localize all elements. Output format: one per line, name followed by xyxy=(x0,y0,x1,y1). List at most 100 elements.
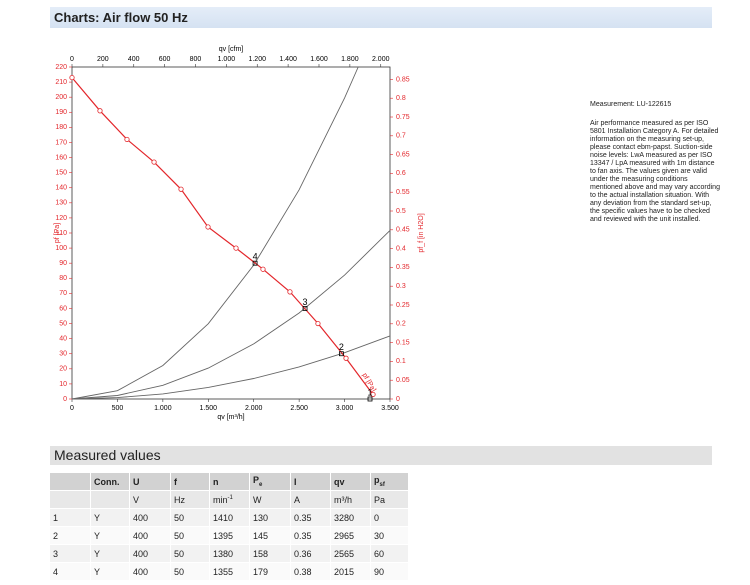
operating-point-label: 4 xyxy=(253,252,258,262)
table-cell xyxy=(90,490,130,509)
y-tick-label: 220 xyxy=(55,64,67,71)
y-tick-label: 190 xyxy=(55,109,67,116)
table-cell: 0.36 xyxy=(290,544,331,563)
y2-tick-label: 0.35 xyxy=(396,264,410,271)
table-cell: 2965 xyxy=(330,526,371,545)
table-cell: n xyxy=(209,473,250,491)
table-cell: 0.35 xyxy=(290,508,331,527)
measurement-id: Measurement: LU-122615 xyxy=(590,101,672,108)
curve xyxy=(71,77,374,395)
x-axis-label: qv [m³/h] xyxy=(217,414,244,421)
table-cell: 158 xyxy=(249,544,291,563)
table-cell: Pe xyxy=(249,473,291,491)
table-cell: Y xyxy=(90,526,130,545)
system-curve xyxy=(71,335,391,400)
table-cell: 1 xyxy=(50,508,91,527)
table-cell: 2015 xyxy=(330,562,371,581)
y-tick-label: 30 xyxy=(59,351,67,358)
table-cell: 0 xyxy=(370,508,409,527)
table-cell: f xyxy=(170,473,210,491)
y-tick-label: 70 xyxy=(59,290,67,297)
y2-tick-label: 0.8 xyxy=(396,95,406,102)
curve-marker xyxy=(370,391,376,398)
system-curve xyxy=(71,230,391,400)
x2-tick-label: 200 xyxy=(97,56,109,63)
y2-tick-label: 0.75 xyxy=(396,114,410,121)
table-cell: qv xyxy=(330,473,371,491)
y-tick-label: 210 xyxy=(55,79,67,86)
x-tick-label: 1.000 xyxy=(154,405,172,412)
table-cell xyxy=(50,473,91,491)
y2-tick-label: 0.45 xyxy=(396,227,410,234)
x2-tick-label: 400 xyxy=(128,56,140,63)
table-cell: 50 xyxy=(170,508,210,527)
table-cell: V xyxy=(129,490,171,509)
table-cell: 0.38 xyxy=(290,562,331,581)
y-tick-label: 110 xyxy=(56,230,67,237)
y2-axis-label: pf_f [in H2O] xyxy=(418,213,425,252)
y-tick-label: 160 xyxy=(55,154,67,161)
x2-tick-label: 1.800 xyxy=(341,56,359,63)
y2-tick-label: 0.2 xyxy=(396,321,406,328)
table-cell: 400 xyxy=(129,562,171,581)
cell-sub: e xyxy=(259,481,263,488)
table-cell: W xyxy=(249,490,291,509)
x-tick-label: 3.500 xyxy=(381,405,399,412)
y2-tick-label: 0 xyxy=(396,396,400,403)
y-tick-label: 50 xyxy=(59,320,67,327)
y2-tick-label: 0.25 xyxy=(396,302,410,309)
operating-point xyxy=(338,351,344,357)
x-tick-label: 500 xyxy=(112,405,124,412)
table-cell: A xyxy=(290,490,331,509)
x-tick-label: 1.500 xyxy=(200,405,218,412)
y2-tick-label: 0.1 xyxy=(396,358,406,365)
table-cell: Y xyxy=(90,508,130,527)
curve-marker xyxy=(315,320,321,327)
table-cell: 1395 xyxy=(209,526,250,545)
y2-tick-label: 0.3 xyxy=(396,283,406,290)
x2-tick-label: 600 xyxy=(159,56,171,63)
y2-tick-label: 0.05 xyxy=(396,377,410,384)
operating-point xyxy=(367,396,373,402)
y-tick-label: 150 xyxy=(55,169,67,176)
y-tick-label: 130 xyxy=(55,200,67,207)
section-header: Charts: Air flow 50 Hz xyxy=(50,7,712,28)
system-curve xyxy=(71,66,359,400)
table-cell: 4 xyxy=(50,562,91,581)
operating-point-label: 2 xyxy=(339,342,344,352)
table-cell: 1410 xyxy=(209,508,250,527)
y-tick-label: 180 xyxy=(55,124,67,131)
table-row: 2 Y 400 50 1395 145 0.35 2965 30 xyxy=(50,526,409,545)
table-cell: 60 xyxy=(370,544,409,563)
y2-tick-label: 0.85 xyxy=(396,76,410,83)
y-tick-label: 10 xyxy=(59,381,67,388)
curve-marker xyxy=(69,74,75,81)
table-row: 3 Y 400 50 1380 158 0.36 2565 60 xyxy=(50,544,409,563)
table-cell: Conn. xyxy=(90,473,130,491)
x2-tick-label: 2.000 xyxy=(372,56,390,63)
y-tick-label: 120 xyxy=(55,215,67,222)
cell-sub: sf xyxy=(379,481,385,488)
x2-tick-label: 1.000 xyxy=(218,56,236,63)
y-tick-label: 170 xyxy=(55,139,67,146)
table-cell: 50 xyxy=(170,562,210,581)
x2-axis-label: qv [cfm] xyxy=(219,46,244,53)
y2-tick-label: 0.15 xyxy=(396,339,410,346)
y-tick-label: 100 xyxy=(55,245,67,252)
y2-tick-label: 0.55 xyxy=(396,189,410,196)
cell-text: p xyxy=(374,475,380,486)
table-cell: 2565 xyxy=(330,544,371,563)
table-cell: psf xyxy=(370,473,409,491)
x-tick-label: 0 xyxy=(70,405,74,412)
curve-marker xyxy=(233,245,239,251)
table-cell: 2 xyxy=(50,526,91,545)
y-tick-label: 80 xyxy=(59,275,67,282)
x2-tick-label: 0 xyxy=(70,56,74,63)
table-cell: 3280 xyxy=(330,508,371,527)
y-tick-label: 40 xyxy=(59,335,67,342)
table-cell: 1355 xyxy=(209,562,250,581)
x2-tick-label: 1.400 xyxy=(279,56,297,63)
